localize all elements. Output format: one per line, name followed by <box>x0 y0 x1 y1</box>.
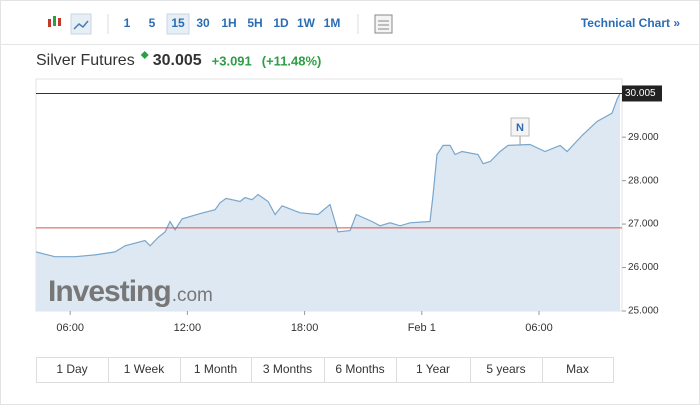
change-percent: (+11.48%) <box>262 53 322 68</box>
interval-button[interactable]: 1D <box>273 16 289 30</box>
interval-active[interactable] <box>166 13 190 35</box>
interval-button[interactable]: 1 <box>124 16 131 30</box>
range-button[interactable] <box>251 357 325 383</box>
x-tick-label: 12:00 <box>174 322 202 334</box>
icon-part <box>48 19 51 27</box>
price-tag-label: 30.005 <box>625 88 656 99</box>
y-tick-label: 28.000 <box>628 175 659 186</box>
y-tick-label: 25.000 <box>628 306 659 317</box>
range-label[interactable]: 6 Months <box>335 362 384 376</box>
watermark: .com <box>172 285 213 306</box>
range-button[interactable] <box>180 357 252 383</box>
price-line <box>35 93 621 258</box>
line-icon <box>73 20 89 30</box>
range-label[interactable]: 1 Year <box>416 362 450 376</box>
range-label[interactable]: 5 years <box>486 362 525 376</box>
interval-button[interactable]: 1W <box>297 16 316 30</box>
technical-chart-link[interactable]: Technical Chart » <box>581 16 680 30</box>
range-label[interactable]: 1 Day <box>56 362 87 376</box>
icon-part <box>53 16 56 26</box>
range-label[interactable]: Max <box>566 362 589 376</box>
calendar-icon[interactable] <box>374 14 393 34</box>
x-tick-label: Feb 1 <box>408 322 436 334</box>
area-fill <box>36 93 621 311</box>
y-tick-label: 26.000 <box>628 262 659 273</box>
annotation-label[interactable]: N <box>516 122 524 134</box>
interval-button[interactable]: 5 <box>149 16 156 30</box>
range-label[interactable]: 3 Months <box>263 362 312 376</box>
range-button[interactable] <box>36 357 109 383</box>
interval-button[interactable]: 1H <box>221 16 236 30</box>
x-tick-label: 06:00 <box>56 322 84 334</box>
y-tick-label: 29.000 <box>628 132 659 143</box>
range-button[interactable] <box>542 357 614 383</box>
line-icon-bg[interactable] <box>70 13 92 35</box>
interval-button[interactable]: 15 <box>171 16 185 30</box>
interval-button[interactable]: 30 <box>196 16 210 30</box>
change: +3.091 <box>212 53 252 68</box>
range-button[interactable] <box>324 357 397 383</box>
x-tick-label: 18:00 <box>291 322 319 334</box>
x-tick-label: 06:00 <box>525 322 553 334</box>
watermark: Investing <box>48 275 171 308</box>
up-diamond <box>140 51 149 59</box>
candle-icon[interactable] <box>48 16 61 27</box>
icon-part <box>58 18 61 26</box>
interval-button[interactable]: 5H <box>247 16 262 30</box>
range-label[interactable]: 1 Week <box>124 362 165 376</box>
range-label[interactable]: 1 Month <box>194 362 237 376</box>
interval-button[interactable]: 1M <box>324 16 341 30</box>
instrument-title: Silver Futures <box>36 52 135 69</box>
range-button[interactable] <box>108 357 181 383</box>
annotation-box[interactable] <box>510 117 530 137</box>
y-tick-label: 27.000 <box>628 219 659 230</box>
range-button[interactable] <box>396 357 471 383</box>
price: 30.005 <box>153 52 202 69</box>
icon-part <box>374 14 393 34</box>
price-tag <box>622 85 662 102</box>
